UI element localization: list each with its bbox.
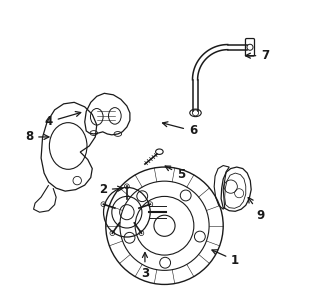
Text: 1: 1 xyxy=(212,250,239,267)
Text: 5: 5 xyxy=(165,166,185,181)
Text: 3: 3 xyxy=(141,253,149,281)
Text: 4: 4 xyxy=(44,112,81,129)
Text: 2: 2 xyxy=(99,183,123,196)
Text: 9: 9 xyxy=(248,197,265,222)
Text: 6: 6 xyxy=(163,122,197,138)
Text: 7: 7 xyxy=(245,49,269,62)
Text: 8: 8 xyxy=(25,130,49,144)
